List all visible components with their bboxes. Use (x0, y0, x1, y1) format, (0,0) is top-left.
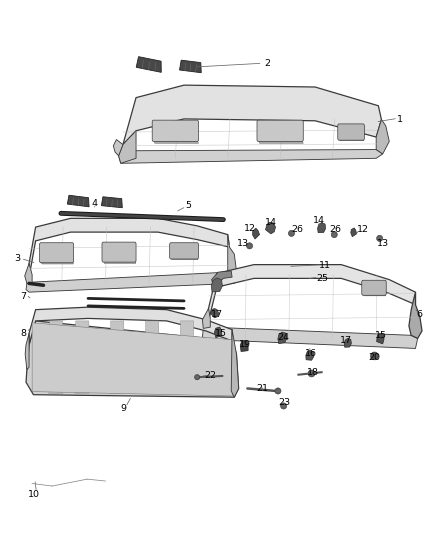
Ellipse shape (247, 243, 253, 249)
Text: 22: 22 (204, 372, 216, 381)
Polygon shape (231, 330, 239, 397)
Ellipse shape (377, 235, 383, 241)
Polygon shape (29, 307, 232, 345)
Ellipse shape (275, 388, 281, 394)
Polygon shape (67, 195, 89, 207)
Polygon shape (123, 85, 381, 144)
Polygon shape (25, 263, 32, 284)
Polygon shape (318, 223, 325, 232)
Polygon shape (26, 271, 237, 292)
Text: 10: 10 (28, 490, 39, 499)
Text: 23: 23 (279, 398, 290, 407)
Text: 18: 18 (307, 368, 319, 377)
FancyBboxPatch shape (102, 242, 136, 262)
Polygon shape (344, 338, 351, 348)
Polygon shape (110, 321, 124, 393)
Polygon shape (278, 332, 287, 344)
Polygon shape (351, 228, 357, 237)
Text: 5: 5 (185, 201, 191, 211)
Ellipse shape (331, 231, 337, 238)
Polygon shape (377, 333, 384, 344)
Text: 20: 20 (368, 353, 380, 362)
Text: 26: 26 (329, 225, 341, 234)
Polygon shape (363, 293, 386, 296)
Polygon shape (153, 140, 198, 143)
FancyBboxPatch shape (39, 243, 74, 263)
Text: 25: 25 (316, 274, 328, 283)
Polygon shape (180, 60, 201, 72)
Polygon shape (180, 321, 194, 393)
Ellipse shape (281, 403, 287, 409)
Text: 17: 17 (211, 310, 223, 319)
Polygon shape (258, 140, 303, 143)
Polygon shape (75, 321, 89, 393)
Text: 11: 11 (319, 261, 331, 270)
Polygon shape (25, 334, 29, 370)
Text: 13: 13 (237, 239, 249, 248)
Polygon shape (253, 228, 260, 239)
Text: 14: 14 (314, 216, 325, 225)
Polygon shape (171, 257, 198, 260)
Text: 13: 13 (377, 239, 389, 248)
Text: 21: 21 (257, 384, 268, 393)
Polygon shape (202, 327, 418, 349)
Text: 8: 8 (21, 329, 26, 338)
Text: 15: 15 (374, 332, 387, 341)
FancyBboxPatch shape (338, 124, 364, 140)
Text: 15: 15 (215, 329, 227, 338)
Polygon shape (212, 271, 232, 288)
FancyBboxPatch shape (152, 120, 198, 141)
FancyBboxPatch shape (362, 280, 386, 295)
Polygon shape (113, 140, 123, 156)
Text: 24: 24 (278, 333, 290, 342)
Text: 2: 2 (264, 59, 270, 68)
Polygon shape (102, 197, 122, 208)
Polygon shape (202, 309, 210, 328)
Text: 19: 19 (239, 340, 251, 349)
Polygon shape (409, 292, 422, 338)
Text: 4: 4 (92, 199, 98, 208)
Text: 6: 6 (417, 310, 423, 319)
Text: 12: 12 (357, 225, 369, 234)
Polygon shape (49, 321, 63, 393)
Polygon shape (228, 235, 237, 277)
Polygon shape (145, 321, 159, 393)
Text: 1: 1 (397, 115, 403, 124)
Polygon shape (215, 327, 222, 338)
Text: 16: 16 (305, 349, 317, 358)
Text: 9: 9 (120, 404, 126, 413)
Text: 7: 7 (21, 292, 26, 301)
Polygon shape (136, 56, 161, 72)
FancyBboxPatch shape (170, 243, 198, 259)
Polygon shape (32, 323, 237, 396)
Polygon shape (339, 138, 364, 141)
Polygon shape (265, 222, 276, 234)
Ellipse shape (371, 352, 378, 360)
Polygon shape (26, 321, 239, 397)
FancyBboxPatch shape (257, 120, 303, 141)
Ellipse shape (194, 375, 200, 380)
Polygon shape (29, 219, 230, 277)
Polygon shape (211, 309, 219, 318)
Polygon shape (41, 261, 74, 264)
Text: 14: 14 (265, 217, 277, 227)
Polygon shape (240, 341, 248, 352)
Ellipse shape (308, 370, 315, 377)
Polygon shape (103, 260, 136, 263)
Text: 17: 17 (339, 336, 352, 345)
Text: 3: 3 (14, 254, 20, 263)
Text: 12: 12 (244, 224, 255, 233)
Polygon shape (306, 350, 314, 360)
Polygon shape (119, 150, 383, 163)
Polygon shape (208, 264, 416, 321)
Text: 26: 26 (292, 225, 304, 234)
Ellipse shape (288, 230, 294, 237)
Polygon shape (119, 131, 136, 163)
Polygon shape (376, 119, 389, 154)
Polygon shape (211, 278, 223, 292)
